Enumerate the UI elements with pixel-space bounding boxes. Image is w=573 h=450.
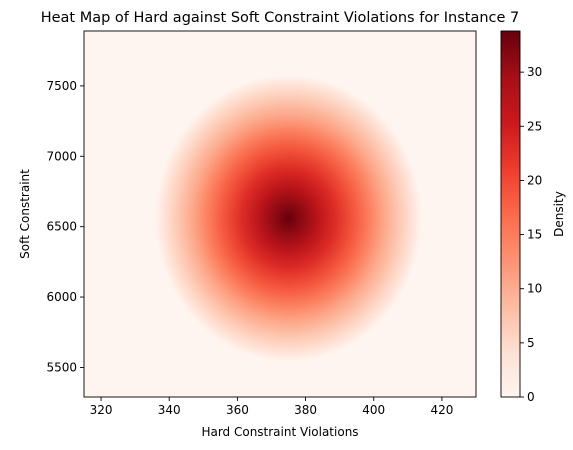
colorbar: 0 5 10 15 20 25 30 Density <box>500 30 566 404</box>
x-axis-label: Hard Constraint Violations <box>201 425 358 439</box>
density-blob <box>155 74 422 362</box>
plot-area <box>83 30 477 398</box>
y-tick-label: 6500 <box>46 220 77 234</box>
colorbar-ticks: 0 5 10 15 20 25 30 <box>520 65 542 404</box>
colorbar-tick-label: 20 <box>527 173 542 187</box>
x-tick-label: 380 <box>294 403 317 417</box>
x-tick-label: 400 <box>362 403 385 417</box>
colorbar-tick-label: 15 <box>527 228 542 242</box>
colorbar-tick-label: 10 <box>527 282 542 296</box>
colorbar-tick-label: 25 <box>527 119 542 133</box>
colorbar-tick-label: 0 <box>527 390 535 404</box>
plot-frame <box>83 30 477 398</box>
y-tick-label: 5500 <box>46 360 77 374</box>
colorbar-gradient <box>500 30 521 398</box>
y-tick-label: 7500 <box>46 79 77 93</box>
colorbar-tick-label: 30 <box>527 65 542 79</box>
y-axis-label: Soft Constraint <box>18 169 32 259</box>
x-tick-label: 420 <box>430 403 453 417</box>
chart-title: Heat Map of Hard against Soft Constraint… <box>41 10 520 26</box>
x-tick-label: 320 <box>90 403 113 417</box>
x-tick-label: 360 <box>226 403 249 417</box>
y-axis-ticks: 5500 6000 6500 7000 7500 <box>46 79 84 374</box>
colorbar-tick-label: 5 <box>527 336 535 350</box>
x-tick-label: 340 <box>158 403 181 417</box>
colorbar-label: Density <box>552 191 566 237</box>
y-tick-label: 6000 <box>46 290 77 304</box>
x-axis-ticks: 320 340 360 380 400 420 <box>90 397 453 417</box>
y-tick-label: 7000 <box>46 149 77 163</box>
